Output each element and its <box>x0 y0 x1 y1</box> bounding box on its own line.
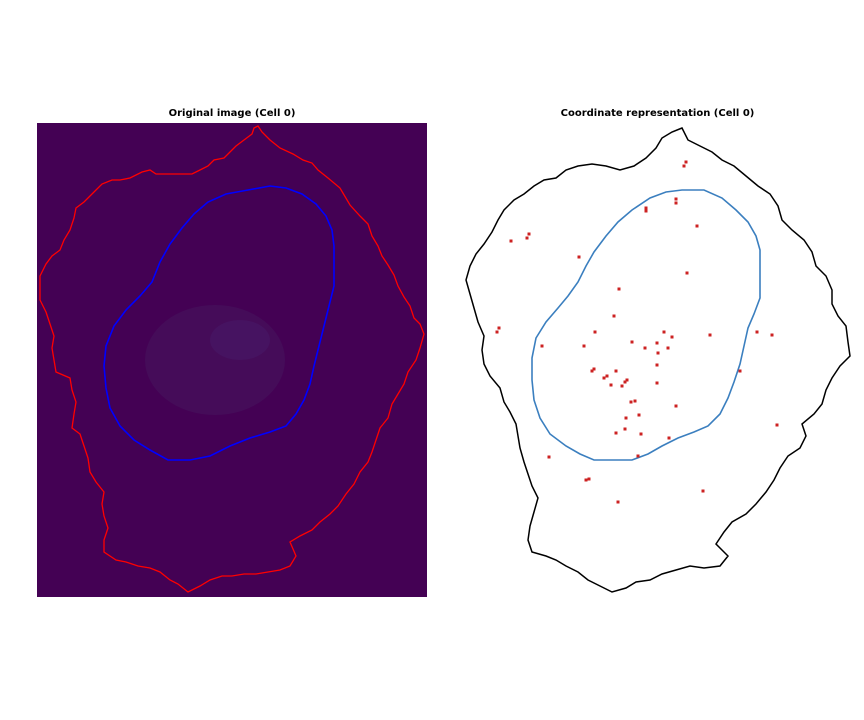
scatter-point <box>620 384 624 388</box>
scatter-point <box>605 374 609 378</box>
scatter-point <box>770 333 774 337</box>
scatter-point <box>630 340 634 344</box>
cell-outline-right <box>465 127 851 593</box>
scatter-point <box>674 197 678 201</box>
scatter-point <box>701 489 705 493</box>
scatter-point <box>617 287 621 291</box>
scatter-point <box>495 330 499 334</box>
nucleus-texture <box>145 305 285 415</box>
scatter-point <box>655 363 659 367</box>
scatter-point <box>643 346 647 350</box>
right-panel-title: Coordinate representation (Cell 0) <box>560 108 755 119</box>
scatter-point <box>525 236 529 240</box>
scatter-point <box>623 380 627 384</box>
nucleus-outline-right <box>531 189 761 461</box>
scatter-point <box>644 209 648 213</box>
scatter-point <box>667 436 671 440</box>
scatter-point <box>540 344 544 348</box>
scatter-point <box>624 416 628 420</box>
scatter-point <box>633 399 637 403</box>
scatter-point <box>547 455 551 459</box>
scatter-point <box>636 454 640 458</box>
scatter-point <box>655 341 659 345</box>
scatter-point <box>662 330 666 334</box>
scatter-point <box>497 326 501 330</box>
scatter-point <box>614 431 618 435</box>
scatter-point <box>612 314 616 318</box>
scatter-point <box>656 351 660 355</box>
scatter-point <box>602 376 606 380</box>
left-panel-title: Original image (Cell 0) <box>168 108 296 119</box>
nucleus-texture-bright <box>210 320 270 360</box>
scatter-point <box>755 330 759 334</box>
scatter-point <box>590 369 594 373</box>
scatter-point <box>639 432 643 436</box>
scatter-point <box>614 369 618 373</box>
scatter-point <box>682 164 686 168</box>
scatter-point <box>616 500 620 504</box>
scatter-point <box>738 369 742 373</box>
scatter-point <box>670 335 674 339</box>
scatter-point <box>625 378 629 382</box>
scatter-point <box>666 346 670 350</box>
scatter-point <box>527 232 531 236</box>
scatter-point <box>684 160 688 164</box>
scatter-point <box>587 477 591 481</box>
cell-outline-left <box>39 125 425 593</box>
scatter-point <box>695 224 699 228</box>
scatter-point <box>708 333 712 337</box>
scatter-point <box>644 206 648 210</box>
scatter-points <box>495 160 779 504</box>
scatter-point <box>623 427 627 431</box>
nucleus-outline-left <box>103 185 335 461</box>
scatter-point <box>637 413 641 417</box>
scatter-point <box>674 201 678 205</box>
scatter-point <box>609 383 613 387</box>
scatter-point <box>629 400 633 404</box>
scatter-point <box>685 271 689 275</box>
scatter-point <box>674 404 678 408</box>
scatter-point <box>509 239 513 243</box>
scatter-point <box>582 344 586 348</box>
scatter-point <box>577 255 581 259</box>
scatter-point <box>775 423 779 427</box>
scatter-point <box>655 381 659 385</box>
scatter-point <box>593 330 597 334</box>
scatter-point <box>584 478 588 482</box>
scatter-point <box>592 367 596 371</box>
